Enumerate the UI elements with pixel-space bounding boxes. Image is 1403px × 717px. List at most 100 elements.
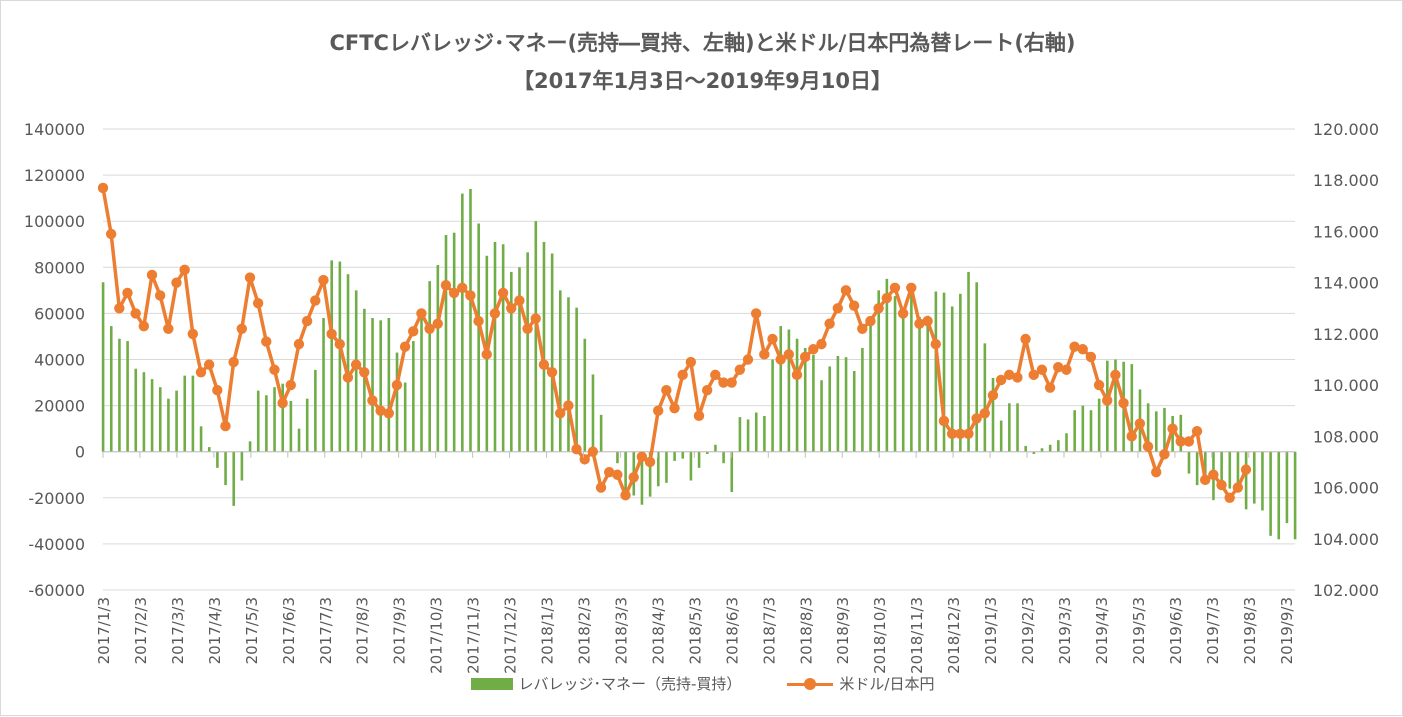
- usdjpy-point: [228, 356, 239, 368]
- usdjpy-point: [203, 359, 215, 370]
- bar: [1016, 403, 1019, 452]
- usdjpy-point: [824, 318, 835, 329]
- bar: [812, 354, 815, 452]
- usdjpy-point: [179, 264, 190, 276]
- bar: [469, 188, 472, 452]
- bar: [191, 375, 195, 452]
- usdjpy-point: [440, 280, 452, 291]
- legend-item-usdjpy: 米ドル/日本円: [787, 673, 934, 694]
- usdjpy-point: [359, 367, 370, 378]
- bar: [918, 316, 921, 452]
- y-right-tick-label: 116.000: [1313, 222, 1379, 241]
- bar: [412, 341, 415, 452]
- bar: [599, 414, 603, 452]
- bar: [240, 451, 244, 481]
- bar: [820, 380, 823, 452]
- usdjpy-point: [587, 446, 599, 457]
- y-right-tick-label: 108.000: [1313, 427, 1379, 446]
- bar: [142, 372, 146, 452]
- bar: [338, 261, 342, 452]
- usdjpy-point: [685, 356, 697, 368]
- usdjpy-point: [514, 295, 525, 306]
- x-tick-label: 2019/7/3: [1204, 597, 1222, 664]
- usdjpy-point: [334, 338, 345, 350]
- usdjpy-point: [138, 321, 150, 332]
- usdjpy-point: [1183, 436, 1195, 447]
- bar: [852, 371, 856, 452]
- usdjpy-point: [391, 379, 403, 391]
- bar: [934, 291, 938, 452]
- bar: [959, 293, 962, 452]
- usdjpy-point: [603, 466, 615, 478]
- usdjpy-point: [1093, 379, 1105, 391]
- y-left-tick-label: -60000: [28, 581, 85, 600]
- legend-line-swatch: [787, 677, 834, 690]
- x-tick-label: 2019/4/3: [1093, 597, 1111, 664]
- usdjpy-point: [840, 285, 852, 296]
- usdjpy-point: [1012, 372, 1023, 383]
- usdjpy-point: [1240, 464, 1252, 475]
- bar: [567, 297, 570, 452]
- y-axis-right: 120.000 118.000 116.000 114.000 112.000 110.0…: [1313, 120, 1379, 600]
- bar: [893, 296, 897, 452]
- chart-subtitle: 【2017年1月3日～2019年9月10日】: [513, 69, 892, 93]
- bar: [248, 441, 252, 452]
- usdjpy-point: [816, 338, 827, 350]
- bar: [420, 311, 423, 452]
- bar: [730, 451, 734, 493]
- bar: [510, 271, 513, 452]
- x-tick-label: 2017/2/3: [132, 597, 150, 664]
- bar: [787, 329, 791, 452]
- bar: [583, 338, 587, 452]
- usdjpy-point: [1061, 364, 1072, 375]
- bar: [224, 451, 227, 486]
- bar: [1081, 405, 1085, 452]
- usdjpy-point: [726, 377, 737, 388]
- bar: [1008, 403, 1011, 452]
- usdjpy-point: [579, 454, 590, 465]
- usdjpy-point: [310, 295, 321, 306]
- bar: [330, 260, 334, 452]
- bar: [869, 320, 872, 452]
- usdjpy-point: [130, 308, 141, 319]
- bar: [371, 318, 374, 452]
- bar: [1179, 414, 1183, 452]
- x-tick-label: 2017/1/3: [95, 597, 113, 664]
- usdjpy-point: [342, 372, 354, 383]
- usdjpy-point: [105, 228, 117, 240]
- usdjpy-point: [955, 428, 966, 439]
- usdjpy-point: [742, 354, 754, 365]
- bar: [1106, 360, 1109, 452]
- x-tick-label: 2019/9/3: [1278, 597, 1296, 664]
- usdjpy-point: [628, 472, 639, 483]
- usdjpy-point: [408, 326, 419, 337]
- bar: [1203, 451, 1207, 481]
- usdjpy-point: [220, 420, 231, 432]
- usdjpy-point: [1028, 369, 1039, 381]
- usdjpy-point: [399, 341, 411, 352]
- usdjpy-point: [734, 364, 746, 375]
- usdjpy-point: [1004, 369, 1015, 381]
- usdjpy-point: [767, 333, 778, 345]
- x-tick-label: 2018/1/3: [539, 597, 557, 664]
- bar: [354, 290, 358, 452]
- bar: [1146, 403, 1150, 452]
- usdjpy-point: [889, 282, 901, 293]
- bar: [150, 379, 154, 452]
- usdjpy-point: [701, 385, 713, 396]
- usdjpy-point: [285, 379, 296, 391]
- bar: [1252, 451, 1256, 504]
- usdjpy-point: [995, 374, 1007, 386]
- x-tick-label: 2018/12/3: [945, 597, 963, 674]
- usdjpy-point: [318, 274, 329, 286]
- usdjpy-point: [1110, 369, 1121, 381]
- usdjpy-point: [530, 313, 541, 324]
- bar: [363, 308, 366, 452]
- bar: [877, 290, 881, 452]
- bar: [256, 390, 260, 452]
- bar: [714, 444, 717, 452]
- bar: [926, 315, 930, 452]
- usdjpy-point: [1208, 469, 1219, 480]
- bar: [403, 382, 407, 452]
- x-tick-label: 2018/6/3: [723, 597, 741, 664]
